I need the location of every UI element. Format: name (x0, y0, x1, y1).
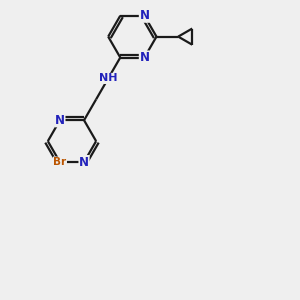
Text: N: N (55, 114, 65, 127)
Text: N: N (79, 156, 89, 169)
Text: N: N (140, 9, 149, 22)
Text: N: N (140, 51, 149, 64)
Text: Br: Br (53, 157, 67, 167)
Text: NH: NH (99, 74, 117, 83)
